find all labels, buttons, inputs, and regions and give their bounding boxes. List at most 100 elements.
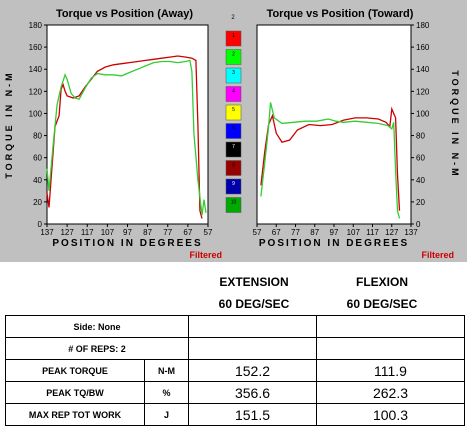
ext-value: 356.6: [188, 381, 317, 404]
series-line: [260, 102, 401, 219]
row-unit: %: [144, 381, 189, 404]
x-axis-label: POSITION IN DEGREES: [52, 238, 202, 249]
ext-value: 151.5: [188, 403, 317, 426]
x-tick-label: 137: [40, 228, 54, 237]
row-label: # OF REPS: 2: [5, 337, 189, 360]
flex-value: [316, 337, 465, 360]
y-axis-label: TORQUE IN N-M: [4, 70, 14, 178]
ext-value: 152.2: [188, 359, 317, 382]
rep-swatch: [225, 197, 242, 213]
rep-swatch: [225, 30, 242, 47]
y-tick-label: 180: [416, 21, 430, 30]
rep-label: 3: [232, 70, 235, 76]
rep-label: 1: [232, 33, 235, 39]
x-tick-label: 87: [143, 228, 152, 237]
rep-label: 7: [232, 144, 235, 150]
x-tick-label: 107: [347, 228, 361, 237]
x-tick-label: 117: [366, 228, 379, 237]
row-label: Side: None: [5, 315, 189, 338]
y-tick-label: 0: [416, 220, 421, 229]
rep-label: 4: [232, 89, 235, 95]
rep-label: 5: [232, 107, 235, 113]
x-axis-label: POSITION IN DEGREES: [259, 238, 409, 249]
y-tick-label: 60: [416, 154, 425, 163]
chart-title: Torque vs Position (Away): [56, 8, 193, 20]
rep-swatch: [225, 104, 242, 121]
filtered-label: Filtered: [421, 250, 454, 260]
y-tick-label: 120: [29, 87, 43, 96]
rep-swatch: [225, 123, 242, 139]
flex-value: [316, 315, 465, 338]
row-label: PEAK TQ/BW: [5, 381, 145, 404]
rep-swatch: [225, 141, 242, 158]
rep-label: 10: [231, 200, 237, 206]
rep-label: 9: [232, 181, 235, 187]
y-tick-label: 140: [29, 65, 43, 74]
y-tick-label: 100: [29, 109, 43, 118]
flex-value: 111.9: [316, 359, 465, 382]
flexion-header: FLEXION: [355, 275, 408, 289]
rep-swatch: [225, 86, 242, 102]
row-unit: J: [144, 403, 189, 426]
x-tick-label: 87: [310, 228, 319, 237]
ext-value: [188, 337, 317, 360]
table-row: MAX REP TOT WORK J 151.5 100.3: [5, 403, 465, 426]
y-tick-label: 60: [33, 154, 42, 163]
torque-charts: Torque vs Position (Away)020406080100120…: [4, 8, 460, 260]
y-tick-label: 120: [416, 87, 430, 96]
plot-area: [46, 24, 209, 225]
rep-swatch: [225, 67, 242, 84]
x-tick-label: 77: [163, 228, 172, 237]
extension-header: EXTENSION: [219, 275, 289, 289]
flex-value: 262.3: [316, 381, 465, 404]
y-tick-label: 160: [29, 43, 43, 52]
rep-label: 8: [232, 163, 235, 169]
y-tick-label: 0: [38, 220, 43, 229]
rep-label: 6: [232, 126, 235, 132]
x-tick-label: 97: [123, 228, 132, 237]
table-row: # OF REPS: 2: [5, 337, 465, 360]
y-tick-label: 80: [416, 132, 425, 141]
y-tick-label: 140: [416, 65, 430, 74]
y-tick-label: 180: [29, 21, 43, 30]
rep-swatch: [225, 178, 242, 195]
y-tick-label: 40: [33, 176, 42, 185]
x-tick-label: 77: [291, 228, 300, 237]
x-tick-label: 57: [253, 228, 262, 237]
y-tick-label: 80: [33, 132, 42, 141]
chart-panel: Torque vs Position (Away) 0 20 40 60 80 100 120…: [0, 0, 467, 262]
y-tick-label: 20: [33, 198, 42, 207]
y-tick-label: 40: [416, 176, 425, 185]
x-tick-label: 117: [81, 228, 94, 237]
row-unit: N-M: [144, 359, 189, 382]
extension-speed: 60 DEG/SEC: [218, 297, 290, 311]
x-tick-label: 57: [204, 228, 213, 237]
rep-swatch: [225, 160, 242, 176]
flexion-speed: 60 DEG/SEC: [346, 297, 418, 311]
chart-title: Torque vs Position (Toward): [267, 8, 414, 20]
y-axis-label: TORQUE IN N-M: [450, 70, 460, 178]
x-tick-label: 107: [101, 228, 115, 237]
y-tick-label: 100: [416, 109, 430, 118]
ext-value: [188, 315, 317, 338]
filtered-label: Filtered: [189, 250, 222, 260]
rep-label: 2: [232, 52, 235, 58]
y-tick-label: 20: [416, 198, 425, 207]
series-line: [46, 55, 203, 219]
series-line: [260, 106, 401, 211]
row-label: MAX REP TOT WORK: [5, 403, 145, 426]
rep-swatch: [225, 49, 242, 65]
stats-table: Side: None # OF REPS: 2 PEAK TORQUE N-M …: [5, 315, 465, 426]
row-label: PEAK TORQUE: [5, 359, 145, 382]
y-tick-label: 160: [416, 43, 430, 52]
x-tick-label: 127: [60, 228, 74, 237]
x-tick-label: 127: [385, 228, 399, 237]
table-row: Side: None: [5, 315, 465, 338]
table-row: PEAK TORQUE N-M 152.2 111.9: [5, 359, 465, 382]
legend-top-label: 2: [231, 15, 235, 21]
series-line: [46, 59, 207, 216]
flex-value: 100.3: [316, 403, 465, 426]
x-tick-label: 97: [330, 228, 339, 237]
x-tick-label: 67: [272, 228, 281, 237]
table-row: PEAK TQ/BW % 356.6 262.3: [5, 381, 465, 404]
